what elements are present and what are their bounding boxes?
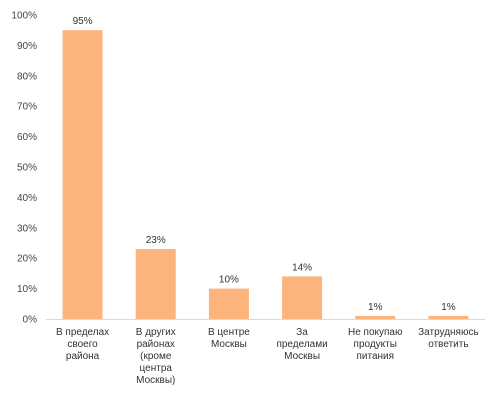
y-tick-label: 20%	[17, 254, 37, 265]
x-tick-label: В центре Москвы	[208, 327, 250, 350]
data-label: 95%	[73, 16, 93, 27]
y-tick-label: 80%	[17, 71, 37, 82]
y-tick-label: 40%	[17, 193, 37, 204]
label-layer: 95% В пределах своего района 23% В других райо…	[56, 16, 479, 386]
data-label: 23%	[146, 235, 166, 246]
x-tick-label: В других районах (кроме центра Москвы)	[136, 327, 176, 386]
x-tick-label: В пределах своего района	[56, 327, 109, 362]
y-tick-label: 60%	[17, 132, 37, 143]
y-tick-label: 50%	[17, 163, 37, 174]
bar-layer	[62, 30, 469, 319]
y-tick-label: 0%	[23, 315, 38, 326]
data-label: 1%	[368, 302, 383, 313]
y-tick-label: 30%	[17, 223, 37, 234]
bar	[428, 315, 469, 319]
data-label: 10%	[219, 275, 239, 286]
bar	[62, 30, 103, 319]
data-label: 1%	[441, 302, 456, 313]
axis-layer: 0% 10% 20% 30% 40% 50% 60% 70% 80% 90% 100%	[11, 11, 485, 326]
bar	[282, 276, 323, 319]
bar	[355, 315, 396, 319]
y-tick-label: 90%	[17, 41, 37, 52]
x-tick-label: За пределами Москвы	[276, 327, 327, 362]
y-tick-label: 10%	[17, 284, 37, 295]
data-label: 14%	[292, 262, 312, 273]
x-tick-label: Затрудняюсь ответить	[418, 327, 479, 350]
y-tick-label: 100%	[11, 11, 37, 22]
y-tick-label: 70%	[17, 102, 37, 113]
bar	[135, 249, 176, 319]
x-tick-label: Не покупаю продукты питания	[348, 327, 403, 362]
bar	[208, 288, 249, 319]
